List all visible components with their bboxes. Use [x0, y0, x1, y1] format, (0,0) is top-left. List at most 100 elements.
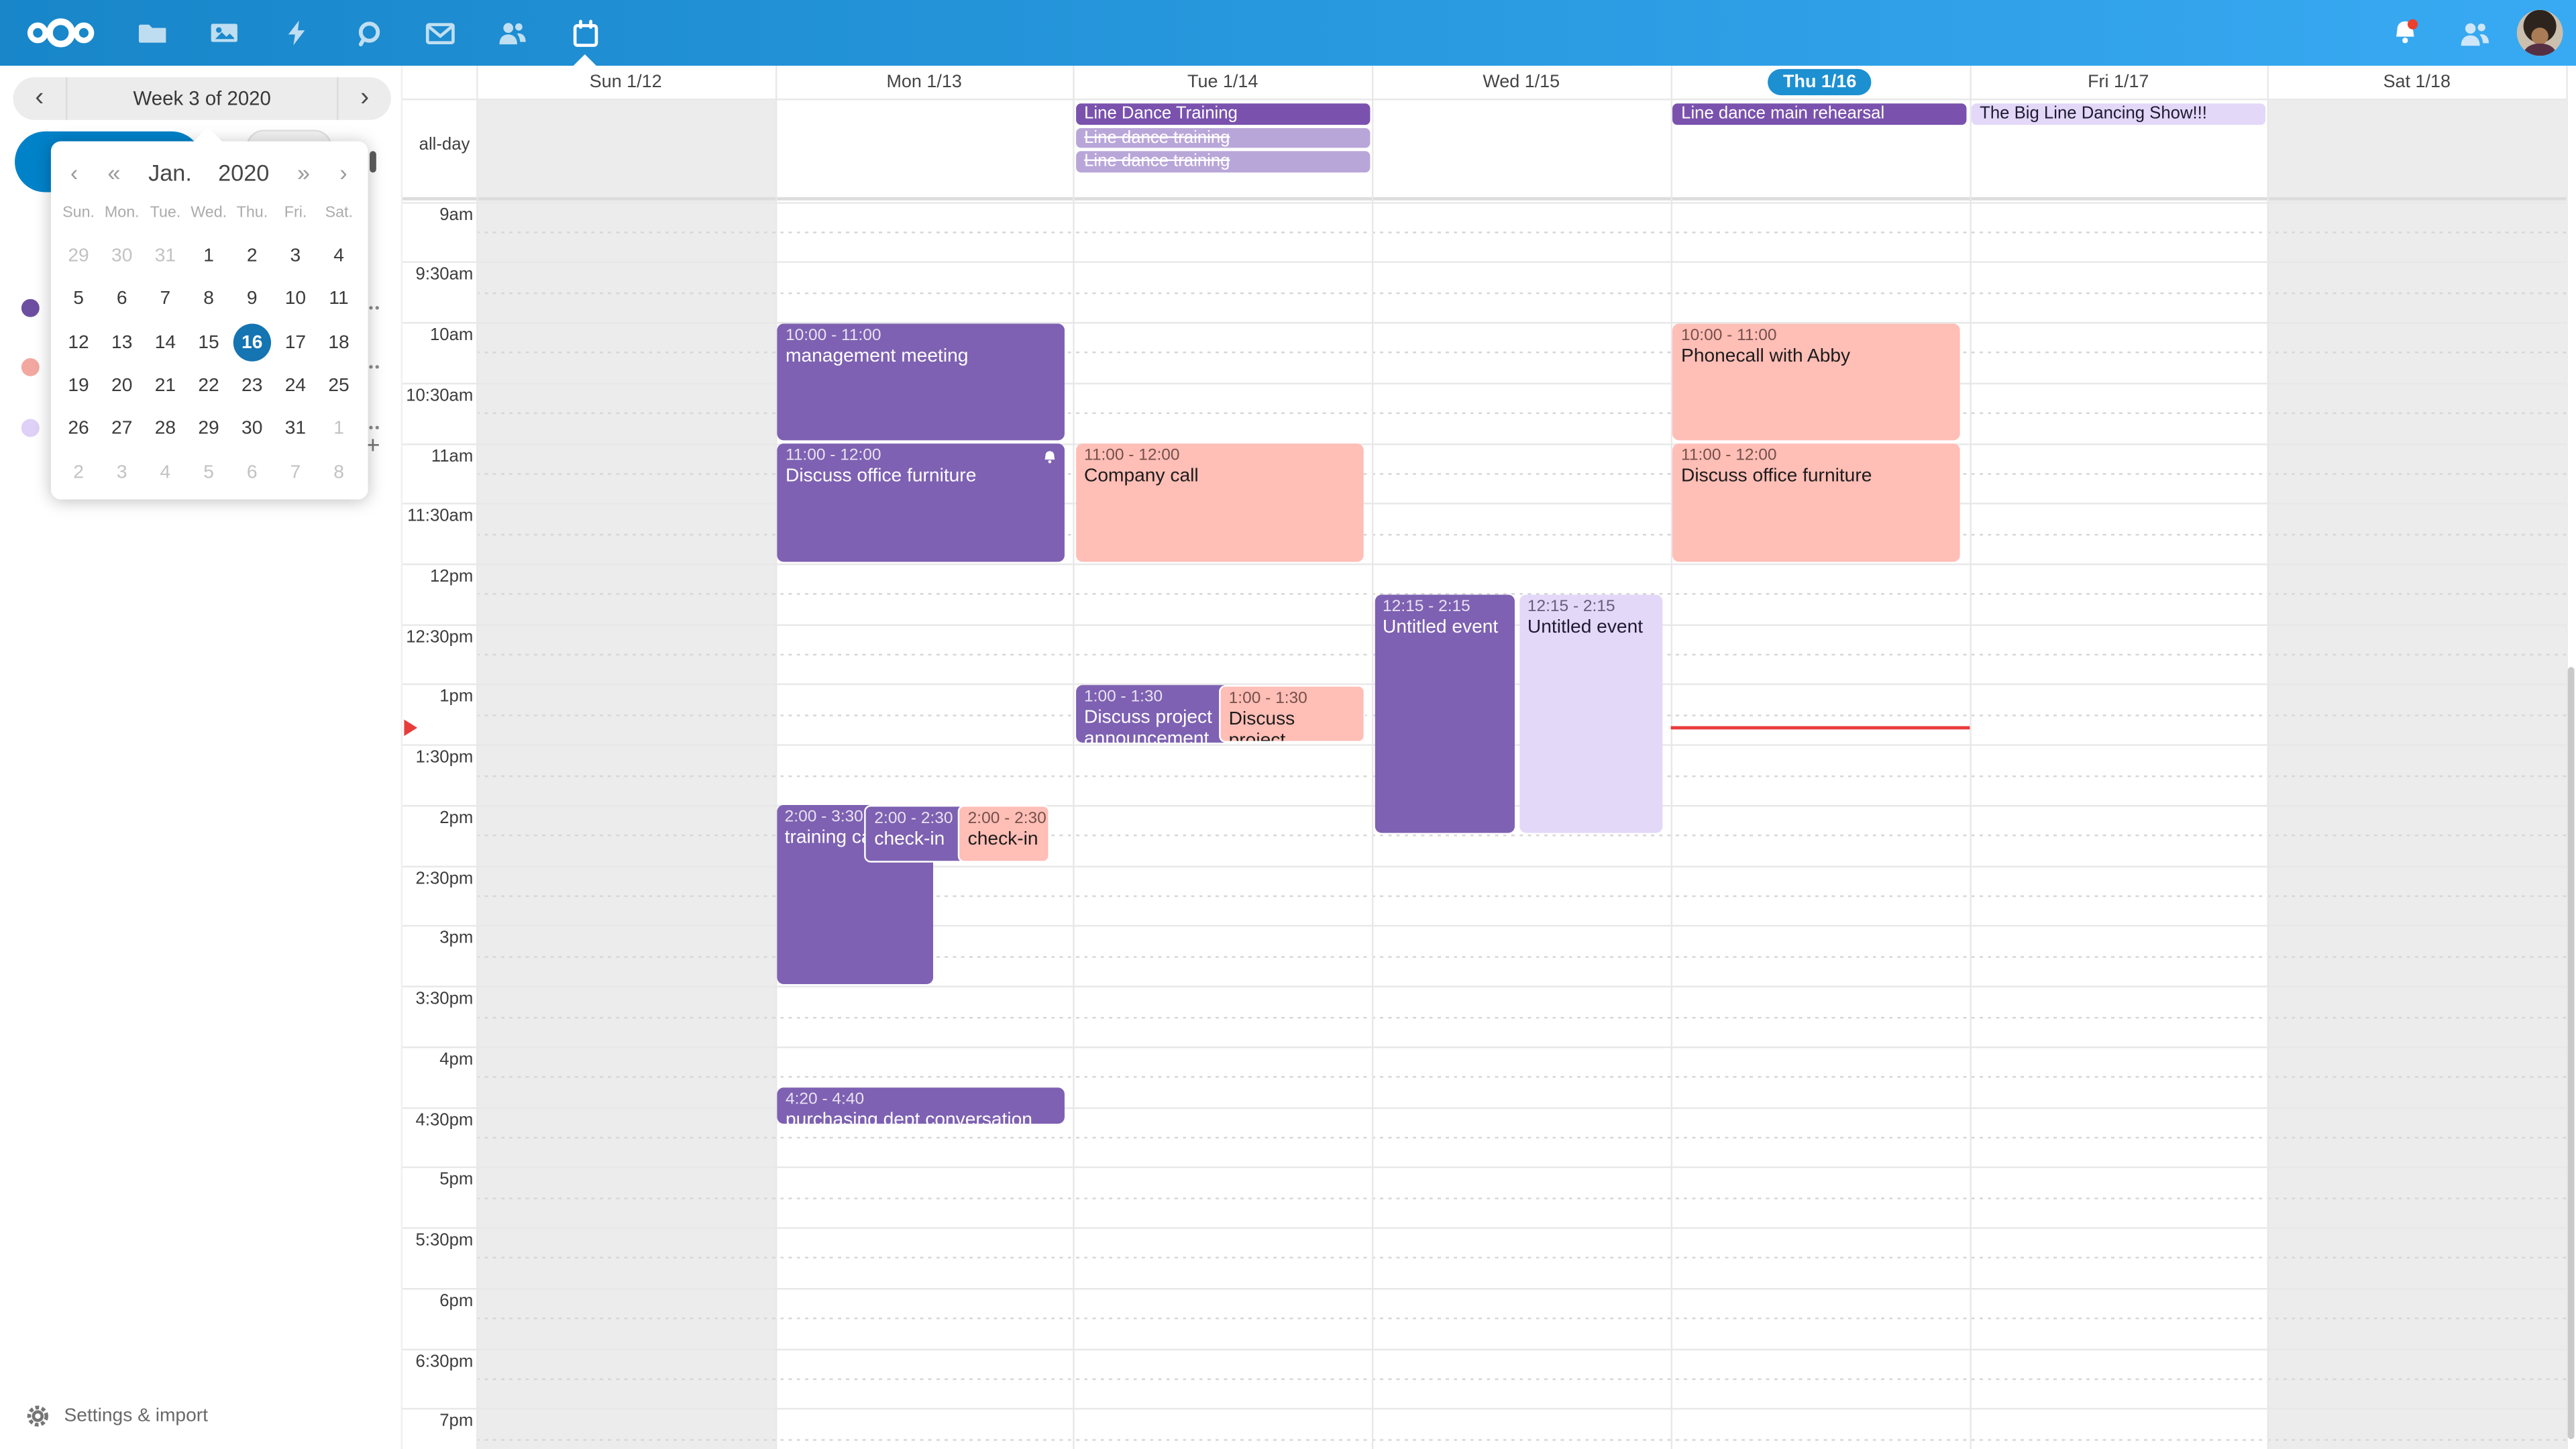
datepicker-day[interactable]: 17: [274, 321, 317, 364]
datepicker-day[interactable]: 6: [100, 278, 144, 321]
datepicker-day[interactable]: 12: [57, 321, 101, 364]
event[interactable]: 2:00 - 2:30 check-in: [957, 806, 1051, 863]
app-files-button[interactable]: [115, 0, 187, 66]
datepicker-day[interactable]: 30: [230, 408, 274, 451]
event[interactable]: 11:00 - 12:00 Discuss office furniture: [777, 443, 1065, 561]
datepicker-day[interactable]: 4: [317, 235, 361, 278]
quarter-hour-line: [476, 835, 2567, 837]
allday-event[interactable]: Line dance training: [1075, 127, 1370, 149]
quarter-hour-line: [476, 1438, 2567, 1440]
datepicker-day[interactable]: 27: [100, 408, 144, 451]
event[interactable]: 10:00 - 11:00 Phonecall with Abby: [1672, 323, 1961, 441]
app-photos-button[interactable]: [187, 0, 260, 66]
datepicker-day[interactable]: 29: [187, 408, 231, 451]
user-avatar[interactable]: [2516, 9, 2563, 56]
notifications-button[interactable]: [2379, 7, 2431, 59]
datepicker-day-selected[interactable]: 16: [230, 321, 274, 364]
datepicker-day[interactable]: 26: [57, 408, 101, 451]
datepicker-day[interactable]: 21: [144, 364, 187, 407]
datepicker-next-month-button[interactable]: ›: [325, 160, 362, 186]
app-calendar-button[interactable]: [549, 0, 621, 66]
datepicker-day[interactable]: 23: [230, 364, 274, 407]
event[interactable]: 11:00 - 12:00 Company call: [1075, 443, 1364, 561]
datepicker-day[interactable]: 31: [144, 235, 187, 278]
prev-week-button[interactable]: ‹: [13, 77, 66, 120]
allday-event[interactable]: Line dance training: [1075, 152, 1370, 173]
datepicker-day[interactable]: 9: [230, 278, 274, 321]
sidebar-scrollbar-thumb[interactable]: [370, 151, 376, 173]
datepicker-day[interactable]: 14: [144, 321, 187, 364]
datepicker-day[interactable]: 19: [57, 364, 101, 407]
contacts-menu-button[interactable]: [2448, 7, 2500, 59]
allday-event[interactable]: Line dance main rehearsal: [1672, 103, 1967, 125]
datepicker-day[interactable]: 18: [317, 321, 361, 364]
datepicker-year[interactable]: 2020: [218, 159, 270, 186]
datepicker-day[interactable]: 3: [274, 235, 317, 278]
datepicker-day[interactable]: 31: [274, 408, 317, 451]
datepicker-day[interactable]: 24: [274, 364, 317, 407]
day-header[interactable]: Fri 1/17: [1969, 66, 2267, 99]
day-header-today[interactable]: Thu 1/16: [1670, 66, 1969, 99]
calendar-color-dot: [21, 418, 40, 437]
datepicker-day[interactable]: 4: [144, 451, 187, 494]
datepicker-day[interactable]: 25: [317, 364, 361, 407]
hour-line: [402, 503, 2567, 505]
day-header[interactable]: Wed 1/15: [1372, 66, 1670, 99]
datepicker-day[interactable]: 13: [100, 321, 144, 364]
datepicker-day[interactable]: 10: [274, 278, 317, 321]
datepicker-day[interactable]: 15: [187, 321, 231, 364]
event[interactable]: 12:15 - 2:15 Untitled event: [1374, 594, 1515, 833]
datepicker-day[interactable]: 11: [317, 278, 361, 321]
datepicker-day[interactable]: 7: [274, 451, 317, 494]
hour-line: [402, 985, 2567, 988]
app-mail-button[interactable]: [404, 0, 476, 66]
main-scrollbar-thumb[interactable]: [2567, 667, 2575, 1440]
app-activity-button[interactable]: [260, 0, 332, 66]
day-header[interactable]: Sat 1/18: [2267, 66, 2566, 99]
datepicker-next-year-button[interactable]: »: [282, 160, 325, 186]
app-contacts-button[interactable]: [476, 0, 549, 66]
datepicker-prev-year-button[interactable]: «: [93, 160, 135, 186]
day-header[interactable]: Tue 1/14: [1073, 66, 1372, 99]
settings-button[interactable]: Settings & import: [0, 1397, 402, 1436]
datepicker-day[interactable]: 22: [187, 364, 231, 407]
datepicker-day[interactable]: 1: [187, 235, 231, 278]
event[interactable]: 4:20 - 4:40 purchasing dept conversation: [777, 1087, 1065, 1125]
datepicker-day[interactable]: 29: [57, 235, 101, 278]
add-calendar-button[interactable]: +: [358, 431, 388, 460]
event[interactable]: 2:00 - 2:30 check-in: [864, 806, 967, 863]
datepicker-day[interactable]: 8: [317, 451, 361, 494]
calendar-color-dot: [21, 299, 40, 317]
next-week-button[interactable]: ›: [338, 77, 390, 120]
nextcloud-logo-icon[interactable]: [23, 13, 99, 53]
allday-event[interactable]: The Big Line Dancing Show!!!: [1971, 103, 2265, 125]
day-header[interactable]: Sun 1/12: [476, 66, 775, 99]
allday-event[interactable]: Line Dance Training: [1075, 103, 1370, 125]
hour-line: [402, 1348, 2567, 1350]
datepicker-day[interactable]: 3: [100, 451, 144, 494]
datepicker-day[interactable]: 2: [230, 235, 274, 278]
event[interactable]: 12:15 - 2:15 Untitled event: [1519, 594, 1662, 833]
datepicker-day[interactable]: 6: [230, 451, 274, 494]
datepicker-day[interactable]: 1: [317, 408, 361, 451]
event[interactable]: 11:00 - 12:00 Discuss office furniture: [1672, 443, 1961, 561]
app-talk-button[interactable]: [332, 0, 405, 66]
datepicker-day[interactable]: 5: [187, 451, 231, 494]
datepicker-month[interactable]: Jan.: [148, 159, 192, 186]
datepicker-day[interactable]: 8: [187, 278, 231, 321]
datepicker-day[interactable]: 2: [57, 451, 101, 494]
datepicker-prev-month-button[interactable]: ‹: [56, 160, 93, 186]
datepicker-day[interactable]: 28: [144, 408, 187, 451]
datepicker-day[interactable]: 5: [57, 278, 101, 321]
event[interactable]: 10:00 - 11:00 management meeting: [777, 323, 1065, 441]
datepicker-day[interactable]: 7: [144, 278, 187, 321]
datepicker-day[interactable]: 20: [100, 364, 144, 407]
quarter-hour-line: [476, 231, 2567, 233]
app-nav: [115, 0, 621, 66]
week-label[interactable]: Week 3 of 2020: [65, 77, 339, 120]
datepicker-day[interactable]: 30: [100, 235, 144, 278]
day-header[interactable]: Mon 1/13: [775, 66, 1073, 99]
time-label: 1:30pm: [415, 747, 474, 768]
